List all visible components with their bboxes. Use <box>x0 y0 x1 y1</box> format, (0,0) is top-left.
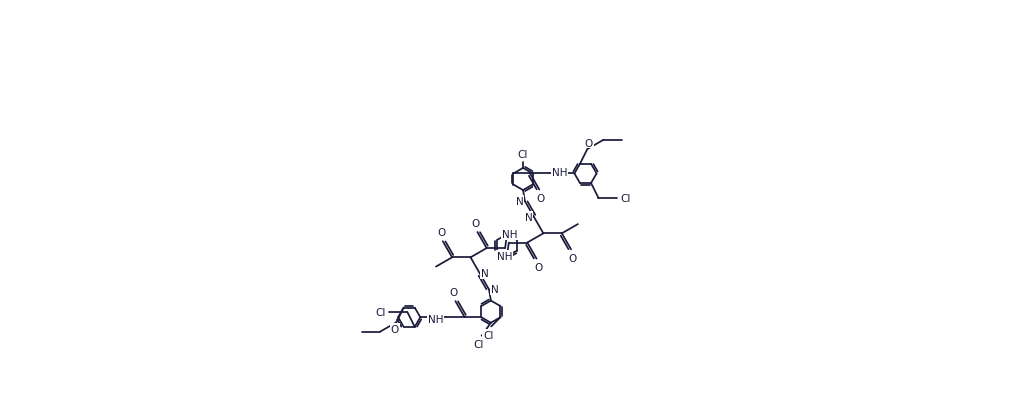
Text: Cl: Cl <box>620 193 631 203</box>
Text: NH: NH <box>552 167 567 178</box>
Text: Cl: Cl <box>518 150 528 160</box>
Text: NH: NH <box>497 252 512 261</box>
Text: O: O <box>437 228 446 238</box>
Text: O: O <box>391 324 399 334</box>
Text: N: N <box>491 285 498 295</box>
Text: O: O <box>471 219 480 229</box>
Text: Cl: Cl <box>483 330 493 340</box>
Text: N: N <box>482 269 489 279</box>
Text: Cl: Cl <box>376 307 386 317</box>
Text: O: O <box>537 193 545 203</box>
Text: N: N <box>516 197 524 207</box>
Text: O: O <box>584 138 593 148</box>
Text: O: O <box>568 254 576 263</box>
Text: N: N <box>525 213 533 222</box>
Text: Cl: Cl <box>473 339 484 349</box>
Text: O: O <box>534 263 542 273</box>
Text: NH: NH <box>428 314 443 324</box>
Text: NH: NH <box>502 230 518 240</box>
Text: O: O <box>450 288 458 298</box>
